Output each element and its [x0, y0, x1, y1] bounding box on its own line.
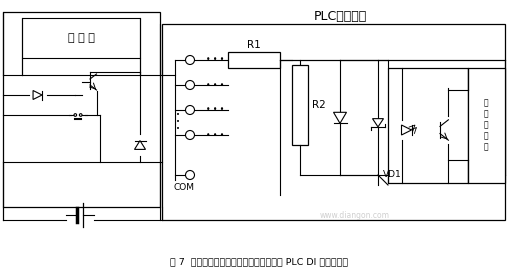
Text: www.diangon.com: www.diangon.com [320, 211, 390, 219]
Text: R1: R1 [247, 40, 261, 50]
Text: 单
元
处
理
器: 单 元 处 理 器 [484, 98, 488, 152]
Bar [22, 18, 140, 58]
Text: •
•
•: • • • [176, 112, 180, 132]
Text: R2: R2 [312, 100, 326, 110]
Text: VD1: VD1 [383, 170, 402, 179]
Bar [228, 52, 280, 68]
Polygon shape [135, 141, 146, 149]
Bar [162, 24, 505, 220]
Text: • • •: • • • [206, 55, 224, 65]
Bar [468, 68, 505, 183]
Polygon shape [401, 125, 411, 135]
Polygon shape [372, 119, 383, 127]
Text: • • •: • • • [206, 81, 224, 89]
Text: • • •: • • • [206, 130, 224, 140]
Text: PLC内部接线: PLC内部接线 [313, 10, 367, 23]
Circle shape [74, 114, 77, 116]
Polygon shape [33, 91, 42, 99]
Circle shape [79, 114, 82, 116]
Bar [292, 65, 308, 145]
Circle shape [185, 130, 194, 140]
Text: 路 电 主: 路 电 主 [67, 33, 94, 43]
Text: 图 7  直流两线制开关量仪表与漏型拉电流 PLC DI 模块的接线: 图 7 直流两线制开关量仪表与漏型拉电流 PLC DI 模块的接线 [170, 258, 348, 266]
Circle shape [185, 106, 194, 114]
Bar [388, 68, 468, 183]
Text: • • •: • • • [206, 106, 224, 114]
Circle shape [185, 81, 194, 89]
Bar [3, 12, 160, 207]
Circle shape [185, 55, 194, 65]
Circle shape [185, 171, 194, 179]
Text: COM: COM [174, 183, 194, 192]
Polygon shape [334, 112, 347, 123]
